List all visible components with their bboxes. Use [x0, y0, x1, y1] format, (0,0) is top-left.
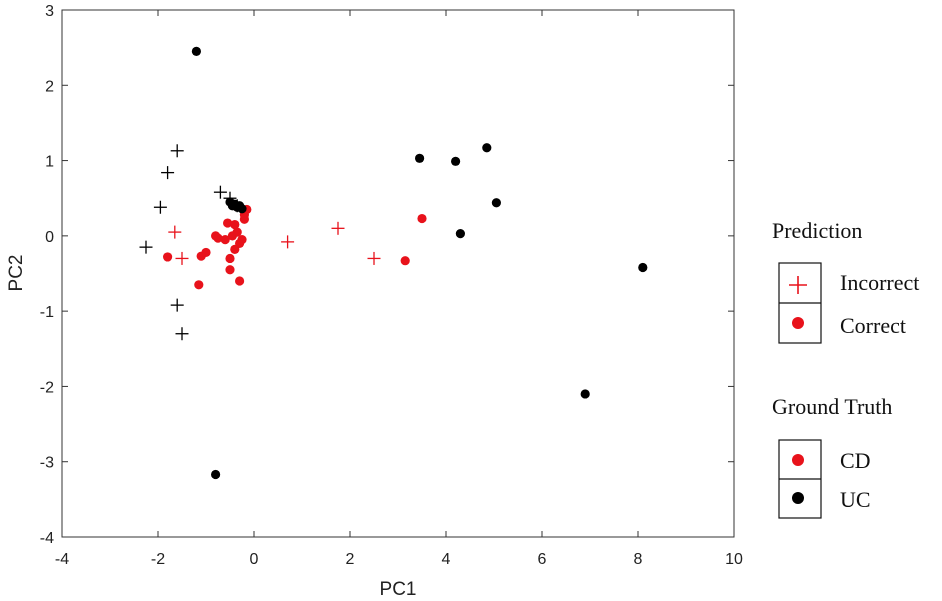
x-tick-label: 10 [725, 551, 743, 568]
incorrect-uc-point [170, 298, 184, 312]
incorrect-uc-point [175, 327, 189, 341]
legend-incorrect-plus-icon [789, 276, 807, 294]
legend-uc-label: UC [840, 487, 871, 512]
legend-correct-label: Correct [840, 313, 906, 338]
correct-cd-point [220, 235, 230, 245]
correct-uc-point [191, 46, 201, 57]
correct-cd-point [232, 227, 242, 237]
x-tick-label: 6 [538, 551, 547, 568]
correct-cd-point [417, 213, 427, 224]
incorrect-cd-point [331, 221, 345, 235]
correct-uc-point [482, 143, 492, 153]
x-tick-label: -4 [55, 551, 69, 568]
y-tick-labels: 3 2 1 0 -1 -2 -3 -4 [40, 3, 54, 547]
x-tick-label: 0 [250, 551, 259, 568]
y-tick-label: -1 [40, 304, 54, 321]
correct-cd-point [237, 235, 247, 245]
incorrect-uc-point [139, 240, 153, 254]
legend-correct-dot-icon [792, 317, 804, 329]
incorrect-cd-point [367, 251, 381, 265]
correct-uc-point [491, 198, 501, 208]
incorrect-uc-point [213, 185, 227, 199]
correct-cd-point [163, 252, 173, 262]
x-tick-labels: -4 -2 0 2 4 6 8 10 [55, 551, 743, 568]
correct-cd-point [223, 218, 233, 228]
correct-cd-point [230, 219, 240, 230]
correct-uc-point [451, 156, 461, 166]
y-tick-label: 3 [45, 3, 54, 20]
plot-frame [61, 9, 735, 538]
correct-cd-point [194, 280, 204, 290]
incorrect-uc-point [223, 191, 237, 205]
incorrect-uc-point [153, 200, 167, 214]
correct-uc-point [415, 153, 425, 163]
legend-truth-title: Ground Truth [772, 394, 892, 419]
correct-cd-point [400, 256, 410, 266]
axis-ticks [61, 9, 735, 538]
incorrect-uc-point [230, 199, 244, 213]
correct-cd-point [235, 276, 245, 286]
correct-uc-point [638, 262, 648, 273]
x-tick-label: 4 [442, 551, 451, 568]
y-tick-label: -4 [40, 530, 54, 547]
correct-cd-point [225, 265, 235, 275]
data-points [139, 46, 648, 480]
x-tick-label: 2 [346, 551, 355, 568]
y-tick-label: 1 [45, 154, 54, 171]
correct-uc-point [455, 228, 465, 239]
incorrect-cd-point [281, 235, 295, 249]
correct-uc-point [580, 389, 590, 399]
correct-uc-point [237, 204, 247, 214]
correct-cd-point [213, 233, 223, 243]
incorrect-uc-point [170, 144, 184, 158]
y-tick-label: 2 [45, 78, 54, 95]
legend-prediction-title: Prediction [772, 218, 862, 243]
y-tick-label: -2 [40, 379, 54, 396]
correct-cd-point [201, 247, 211, 258]
x-tick-label: -2 [151, 551, 165, 568]
incorrect-uc-point [161, 166, 175, 180]
correct-cd-point [225, 253, 235, 264]
incorrect-cd-point [175, 251, 189, 265]
incorrect-cd-point [168, 225, 182, 239]
y-axis-label: PC2 [6, 255, 27, 292]
legend-incorrect-label: Incorrect [840, 270, 919, 295]
correct-uc-point [211, 469, 221, 480]
legend-cd-dot-icon [792, 454, 804, 466]
legend-cd-label: CD [840, 448, 871, 473]
legend-uc-dot-icon [792, 492, 804, 504]
y-tick-label: -3 [40, 455, 54, 472]
x-axis-label: PC1 [380, 579, 417, 600]
x-tick-label: 8 [634, 551, 643, 568]
y-tick-label: 0 [45, 229, 54, 246]
